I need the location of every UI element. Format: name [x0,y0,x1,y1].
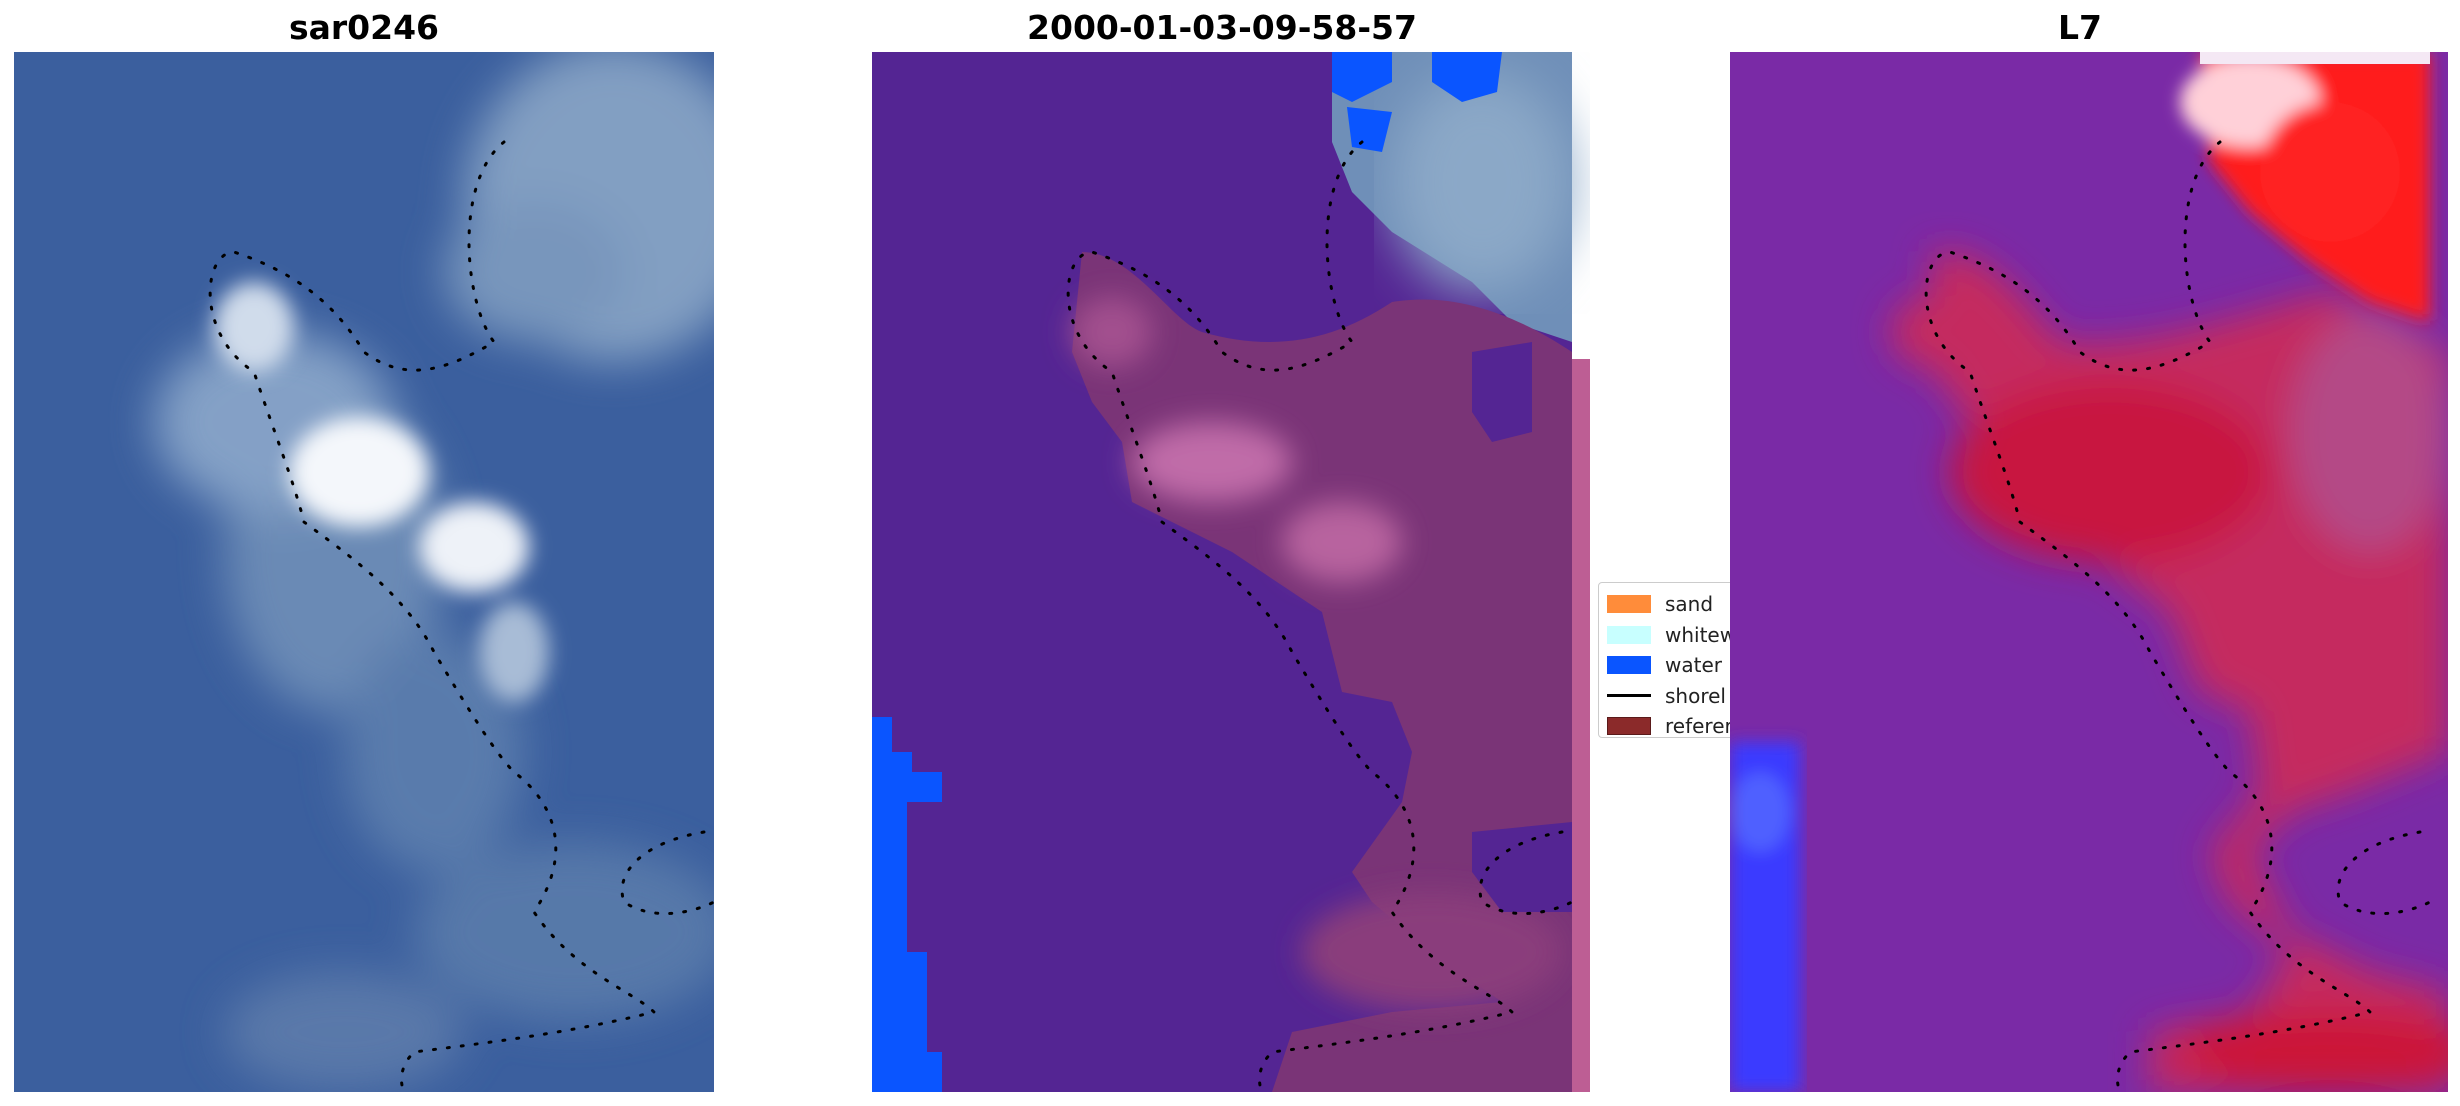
legend-swatch-whitewater [1607,625,1651,644]
legend: sand whitew water shorel referer [1598,582,1738,738]
legend-label-shoreline: shorel [1665,683,1726,708]
legend-label-whitewater: whitew [1665,622,1737,647]
panel-title-mndwi: L7 [2058,8,2102,47]
legend-swatch-water [1607,656,1651,675]
classified-image-panel [872,52,1590,1092]
legend-label-sand: sand [1665,592,1714,617]
panel-title-rgb: sar0246 [288,8,440,47]
legend-item-water: water [1607,650,1737,681]
legend-label-water: water [1665,653,1722,678]
legend-line-shoreline [1607,694,1651,698]
mndwi-image-panel [1730,52,2448,1092]
legend-label-reference: referer [1665,714,1733,738]
legend-swatch-sand [1607,595,1651,614]
legend-item-whitewater: whitew [1607,620,1737,651]
panel-title-classified: 2000-01-03-09-58-57 [1027,8,1417,47]
mndwi-image [1730,52,2448,1092]
classified-image [872,52,1590,1092]
legend-swatch-reference [1607,717,1651,736]
rgb-image-panel [14,52,714,1092]
rgb-image [14,52,714,1092]
legend-item-sand: sand [1607,589,1737,620]
legend-item-reference: referer [1607,711,1737,738]
legend-item-shoreline: shorel [1607,681,1737,712]
